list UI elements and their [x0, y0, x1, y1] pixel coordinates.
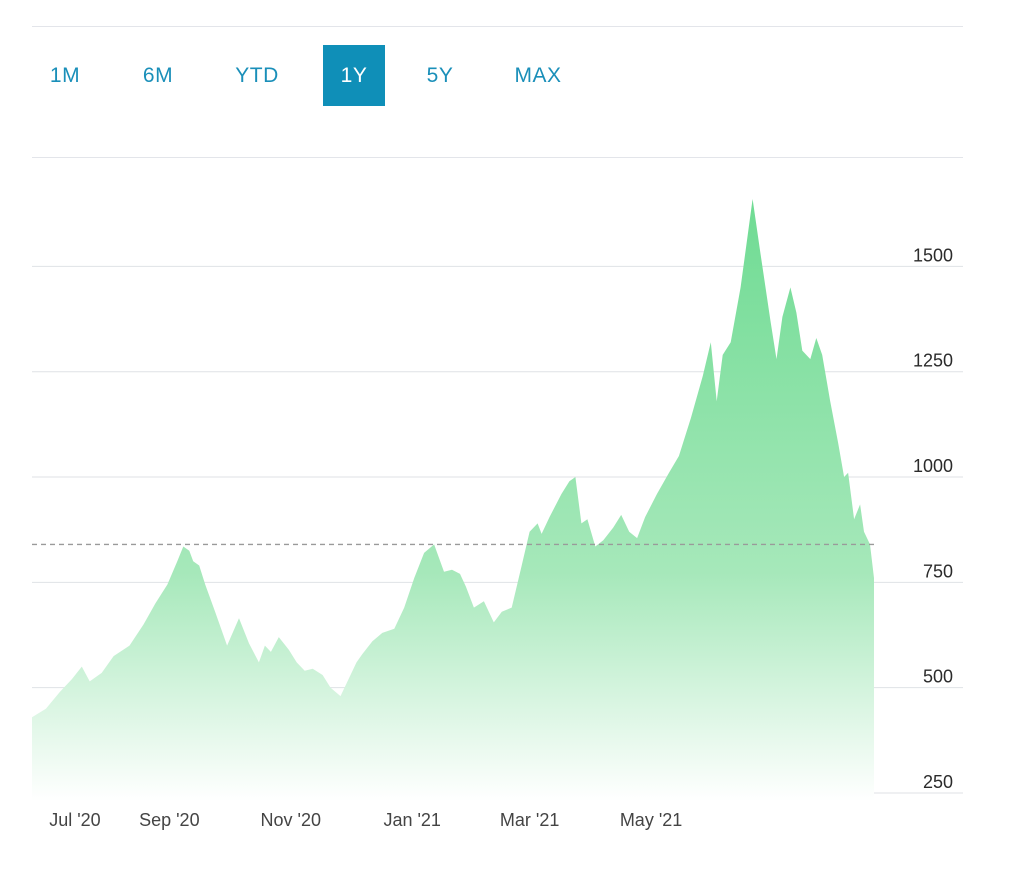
x-tick-label-4: Mar '21 [500, 810, 559, 830]
tab-5y[interactable]: 5Y [426, 64, 454, 87]
x-tick-label-3: Jan '21 [383, 810, 440, 830]
y-tick-label-500: 500 [923, 667, 953, 687]
y-axis-labels: 250 500 750 1000 1250 1500 [913, 245, 953, 792]
price-area-chart: 250 500 750 1000 1250 1500 Jul '20 Sep '20 Nov … [32, 199, 963, 830]
x-tick-label-0: Jul '20 [49, 810, 100, 830]
y-tick-label-1500: 1500 [913, 245, 953, 265]
y-tick-label-1250: 1250 [913, 351, 953, 371]
tab-1m[interactable]: 1M [49, 64, 81, 87]
x-tick-label-1: Sep '20 [139, 810, 200, 830]
y-tick-label-250: 250 [923, 772, 953, 792]
tab-max[interactable]: MAX [514, 64, 562, 87]
x-tick-label-2: Nov '20 [261, 810, 321, 830]
price-area [32, 199, 874, 801]
time-range-selector: 1M 6M YTD 1Y 5Y MAX [32, 45, 632, 106]
tabs-bottom-divider [32, 157, 963, 158]
tab-ytd[interactable]: YTD [235, 64, 279, 87]
tab-6m[interactable]: 6M [142, 64, 174, 87]
top-divider [32, 26, 963, 27]
y-tick-label-750: 750 [923, 561, 953, 581]
x-axis-labels: Jul '20 Sep '20 Nov '20 Jan '21 Mar '21 May '… [49, 810, 682, 830]
tab-1y[interactable]: 1Y [323, 45, 385, 106]
x-tick-label-5: May '21 [620, 810, 682, 830]
y-tick-label-1000: 1000 [913, 456, 953, 476]
